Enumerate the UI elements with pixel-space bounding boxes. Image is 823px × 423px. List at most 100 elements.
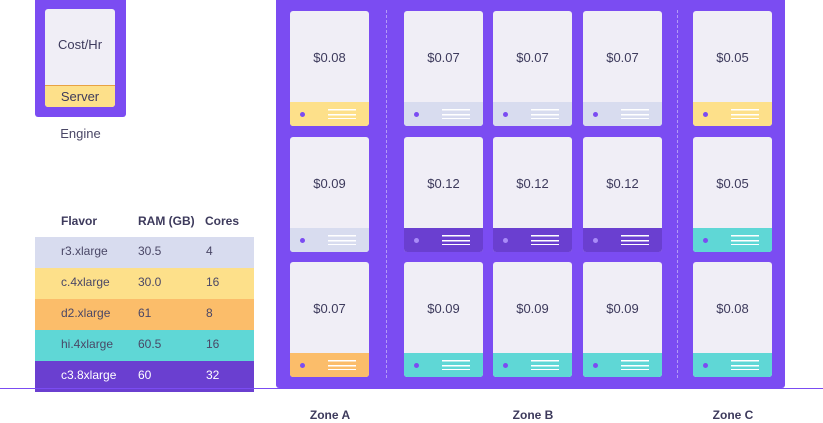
zone-divider [677,10,678,378]
flavor-cell-flavor: hi.4xlarge [61,337,114,351]
server-card[interactable]: $0.05 [693,11,772,126]
rack-lines-icon [731,109,759,119]
flavor-table: r3.xlarge 30.5 4 c.4xlarge 30.0 16 d2.xlarge 61… [35,237,254,392]
server-price: $0.05 [716,50,749,65]
rack-lines-icon [328,109,356,119]
zone-b-label: Zone B [512,408,554,422]
status-dot-icon [593,112,598,117]
server-price: $0.09 [427,301,460,316]
server-card[interactable]: $0.09 [583,262,662,377]
rack-lines-icon [328,360,356,370]
ram-header: RAM (GB) [138,214,195,228]
engine-legend: Cost/Hr Server [35,0,126,117]
server-price: $0.09 [606,301,639,316]
flavor-row-d2-xlarge: d2.xlarge 61 8 [35,299,254,330]
zone-c-label: Zone C [712,408,754,422]
flavor-cell-flavor: d2.xlarge [61,306,111,320]
rack-lines-icon [442,109,470,119]
flavor-cell-flavor: c3.8xlarge [61,368,117,382]
rack-lines-icon [531,360,559,370]
server-flavor-bar [693,102,772,126]
server-price: $0.12 [606,176,639,191]
server-price: $0.09 [313,176,346,191]
flavor-cell-cores: 16 [206,337,220,351]
flavor-cell-cores: 8 [206,306,213,320]
flavor-cell-flavor: r3.xlarge [61,244,108,258]
rack-lines-icon [621,235,649,245]
status-dot-icon [414,112,419,117]
rack-lines-icon [731,360,759,370]
server-card[interactable]: $0.12 [404,137,483,252]
server-card[interactable]: $0.08 [290,11,369,126]
rack-lines-icon [731,235,759,245]
server-flavor-bar [693,353,772,377]
server-card[interactable]: $0.07 [404,11,483,126]
legend-server-label: Server [45,85,115,107]
server-price: $0.12 [427,176,460,191]
server-flavor-bar [290,228,369,252]
zone-divider [386,10,387,378]
status-dot-icon [503,112,508,117]
server-card[interactable]: $0.07 [290,262,369,377]
server-price: $0.07 [427,50,460,65]
flavor-cell-cores: 32 [206,368,220,382]
server-flavor-bar [583,102,662,126]
rack-lines-icon [442,360,470,370]
server-flavor-bar [493,228,572,252]
legend-caption: Engine [60,126,101,141]
status-dot-icon [414,363,419,368]
flavor-row-c3-8xlarge: c3.8xlarge 60 32 [35,361,254,392]
server-price: $0.08 [716,301,749,316]
zones-panel: $0.08 $0.09 $0.07 $0.07 $0.12 $0.09 $0.07 $0.12… [276,0,785,388]
rack-lines-icon [531,235,559,245]
status-dot-icon [593,238,598,243]
server-price: $0.12 [516,176,549,191]
flavor-cell-flavor: c.4xlarge [61,275,110,289]
server-price: $0.05 [716,176,749,191]
server-price: $0.07 [516,50,549,65]
flavor-cell-ram: 30.5 [138,244,162,258]
status-dot-icon [703,238,708,243]
server-flavor-bar [583,228,662,252]
server-card[interactable]: $0.09 [290,137,369,252]
status-dot-icon [414,238,419,243]
flavor-cell-cores: 16 [206,275,220,289]
server-card[interactable]: $0.07 [583,11,662,126]
server-flavor-bar [583,353,662,377]
server-card[interactable]: $0.09 [493,262,572,377]
flavor-cell-ram: 30.0 [138,275,162,289]
status-dot-icon [503,363,508,368]
server-flavor-bar [290,353,369,377]
flavor-row-hi-4xlarge: hi.4xlarge 60.5 16 [35,330,254,361]
server-price: $0.09 [516,301,549,316]
legend-cost-label: Cost/Hr [57,37,103,52]
flavor-row-r3-xlarge: r3.xlarge 30.5 4 [35,237,254,268]
server-card[interactable]: $0.08 [693,262,772,377]
server-card[interactable]: $0.12 [493,137,572,252]
server-flavor-bar [493,353,572,377]
status-dot-icon [300,112,305,117]
rack-lines-icon [621,360,649,370]
cores-header: Cores [205,214,240,228]
server-card[interactable]: $0.09 [404,262,483,377]
flavor-cell-ram: 60 [138,368,152,382]
status-dot-icon [703,363,708,368]
rack-lines-icon [328,235,356,245]
zone-a-label: Zone A [309,408,351,422]
flavor-row-c-4xlarge: c.4xlarge 30.0 16 [35,268,254,299]
status-dot-icon [503,238,508,243]
server-card[interactable]: $0.07 [493,11,572,126]
flavor-cell-ram: 61 [138,306,152,320]
server-flavor-bar [404,228,483,252]
baseline [0,388,823,389]
status-dot-icon [703,112,708,117]
status-dot-icon [300,238,305,243]
server-card[interactable]: $0.12 [583,137,662,252]
flavor-cell-cores: 4 [206,244,213,258]
server-flavor-bar [404,102,483,126]
server-flavor-bar [493,102,572,126]
server-card[interactable]: $0.05 [693,137,772,252]
legend-server-card: Cost/Hr Server [45,9,115,107]
status-dot-icon [593,363,598,368]
server-price: $0.08 [313,50,346,65]
